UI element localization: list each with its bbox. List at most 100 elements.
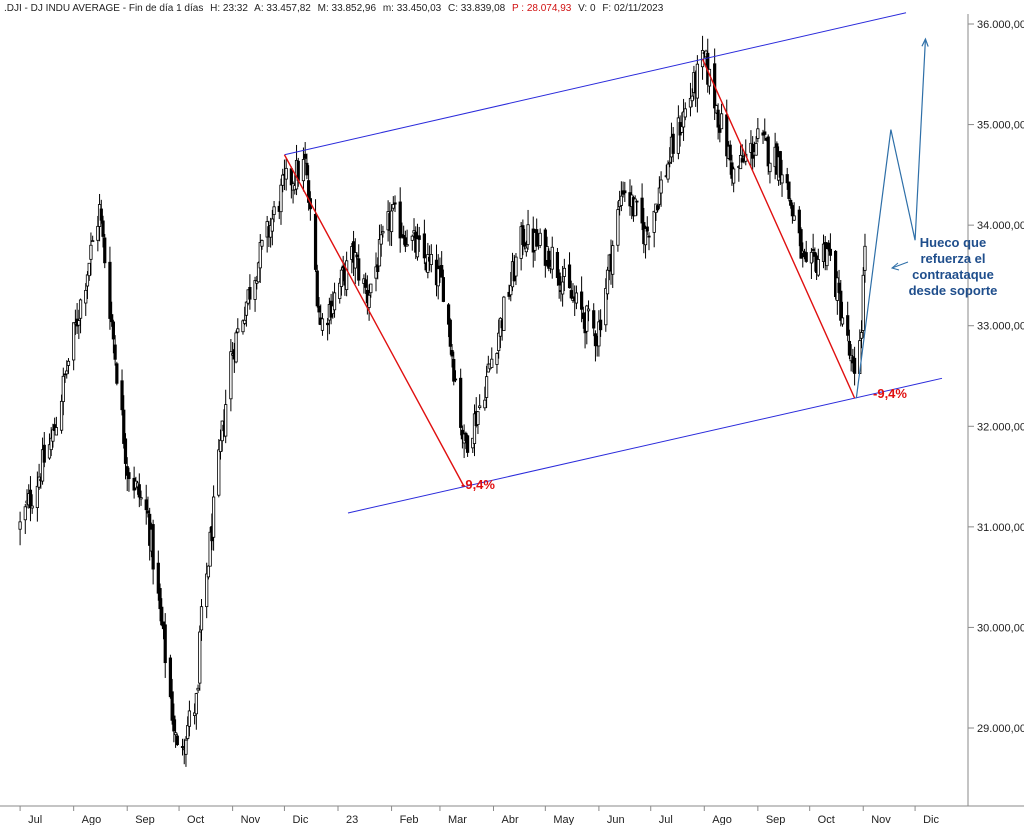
candle bbox=[72, 322, 76, 371]
candle-body bbox=[49, 437, 53, 451]
candle bbox=[863, 233, 867, 283]
candle bbox=[338, 278, 342, 304]
candle bbox=[59, 394, 64, 434]
candle bbox=[616, 201, 620, 252]
candle bbox=[633, 195, 637, 217]
candle bbox=[208, 527, 212, 567]
candle bbox=[422, 219, 426, 264]
y-tick-label: 33.000,00 bbox=[977, 321, 1024, 333]
candle-body bbox=[683, 108, 687, 118]
candle bbox=[792, 202, 796, 221]
candle bbox=[768, 162, 772, 184]
candle bbox=[426, 242, 430, 279]
candle-body bbox=[96, 225, 100, 241]
candle bbox=[122, 395, 126, 449]
candle bbox=[834, 250, 838, 300]
candle-body bbox=[77, 320, 81, 326]
candle-body bbox=[381, 231, 385, 234]
candle bbox=[192, 703, 197, 725]
candle-body bbox=[719, 113, 724, 130]
channel-upper-line bbox=[284, 12, 907, 156]
candle-body bbox=[196, 687, 200, 691]
candle-body bbox=[369, 283, 373, 294]
candle bbox=[797, 206, 801, 247]
candle bbox=[695, 55, 699, 113]
candle bbox=[42, 432, 46, 468]
candle bbox=[91, 235, 95, 243]
candle bbox=[37, 463, 41, 490]
candle bbox=[623, 181, 627, 202]
candle-body bbox=[326, 322, 330, 326]
candle bbox=[241, 319, 245, 335]
candle-body bbox=[840, 317, 845, 325]
candle-body bbox=[284, 167, 288, 180]
candle-body bbox=[861, 274, 865, 331]
candle-body bbox=[345, 260, 349, 290]
candle bbox=[326, 317, 330, 341]
candle-body bbox=[108, 261, 112, 319]
candle-body bbox=[91, 240, 95, 243]
candle-body bbox=[446, 304, 451, 325]
candle-body bbox=[113, 344, 117, 360]
candle bbox=[676, 105, 680, 160]
x-tick-label: 23 bbox=[346, 814, 358, 825]
candle bbox=[452, 351, 456, 386]
candle-body bbox=[194, 693, 198, 715]
candle bbox=[96, 215, 100, 252]
candle bbox=[377, 224, 382, 267]
chart-header: .DJI - DJ INDU AVERAGE - Fin de día 1 dí… bbox=[4, 3, 664, 14]
candle bbox=[248, 274, 252, 310]
candle-body bbox=[205, 573, 209, 608]
candle-body bbox=[526, 224, 530, 245]
candle-body bbox=[562, 267, 566, 277]
candle bbox=[446, 302, 451, 338]
candle bbox=[659, 171, 663, 207]
candle-body bbox=[680, 126, 684, 133]
candle-body bbox=[557, 272, 561, 286]
candle bbox=[47, 433, 52, 460]
candle-body bbox=[89, 244, 93, 260]
candle bbox=[453, 370, 458, 383]
candle bbox=[690, 88, 694, 108]
candle bbox=[656, 204, 660, 213]
candle bbox=[125, 457, 129, 492]
candle-body bbox=[547, 250, 551, 269]
candle bbox=[853, 346, 857, 386]
candle bbox=[647, 232, 651, 251]
x-tick-label: Jul bbox=[659, 814, 673, 825]
candle bbox=[186, 716, 190, 741]
candle bbox=[585, 304, 589, 345]
candle-body bbox=[391, 204, 395, 209]
candle bbox=[284, 158, 288, 191]
candle bbox=[728, 140, 732, 175]
candle-body bbox=[146, 510, 150, 514]
candle bbox=[574, 285, 579, 310]
candle-body bbox=[574, 292, 579, 304]
candle-body bbox=[63, 373, 67, 376]
candle bbox=[158, 583, 162, 622]
candle-body bbox=[208, 531, 212, 567]
candle-body bbox=[459, 377, 463, 428]
candle-body bbox=[561, 281, 565, 295]
x-axis: Jul Ago Sep Oct Nov Dic 23 Feb Mar Abr May Jun Jul Ag… bbox=[0, 805, 1024, 825]
candle-body bbox=[497, 332, 501, 352]
candle bbox=[410, 234, 414, 251]
candle-body bbox=[681, 111, 686, 128]
candle bbox=[683, 102, 687, 121]
candle-body bbox=[198, 631, 202, 684]
decline-line bbox=[283, 154, 465, 487]
candle bbox=[315, 264, 319, 308]
candle-body bbox=[671, 133, 675, 154]
candle-body bbox=[281, 174, 285, 186]
candle-body bbox=[837, 282, 841, 293]
candle bbox=[351, 230, 356, 276]
candle-body bbox=[740, 158, 744, 163]
candle bbox=[54, 416, 58, 436]
candle bbox=[502, 295, 506, 331]
candle-body bbox=[695, 63, 699, 99]
candle-body bbox=[184, 739, 188, 755]
candle-body bbox=[180, 746, 185, 748]
candle bbox=[809, 247, 814, 279]
candle-body bbox=[521, 225, 525, 246]
candle bbox=[861, 267, 865, 338]
